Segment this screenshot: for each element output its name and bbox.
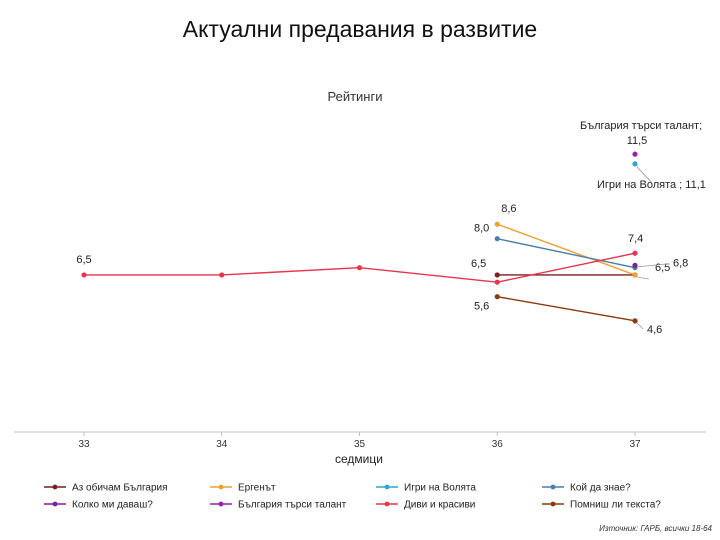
legend-swatch-marker <box>550 484 556 490</box>
legend-item: Кой да знае? <box>542 483 631 494</box>
data-point <box>494 279 500 285</box>
data-label: 4,6 <box>647 324 662 336</box>
legend: Аз обичам България Ергенът Игри на Волята К… <box>44 482 661 511</box>
x-tick-label: 34 <box>216 439 228 450</box>
chart-title: Рейтинги <box>328 89 383 104</box>
legend-swatch-marker <box>52 501 58 507</box>
page-title: Актуални предавания в развитие <box>182 16 538 42</box>
label-leader-line <box>636 166 652 183</box>
legend-label: Ергенът <box>238 483 276 494</box>
data-point <box>494 221 500 227</box>
legend-item: Диви и красиви <box>376 500 475 511</box>
x-tick-label: 35 <box>354 439 366 450</box>
label-leader-line <box>636 322 644 330</box>
legend-label: Аз обичам България <box>72 482 168 494</box>
data-point <box>81 272 87 278</box>
x-axis: 33 34 35 36 37 <box>14 431 706 450</box>
data-labels: 6,5 8,6 6,5 Игри на Волята ; 11,1 8,0 6,8 Бълг… <box>76 120 706 336</box>
data-point <box>632 272 638 278</box>
series-line <box>497 223 636 276</box>
label-leader-line <box>636 276 650 280</box>
data-point <box>632 262 638 268</box>
legend-item: Помниш ли текста? <box>542 500 661 511</box>
data-label: 5,6 <box>474 301 489 313</box>
legend-item: Колко ми даваш? <box>44 500 153 511</box>
legend-label: Колко ми даваш? <box>72 500 153 511</box>
data-point <box>632 318 638 324</box>
legend-label: Помниш ли текста? <box>570 500 661 511</box>
legend-swatch-marker <box>218 484 224 490</box>
data-label: Игри на Волята ; 11,1 <box>597 179 706 191</box>
legend-item: Игри на Волята <box>376 483 476 494</box>
data-point <box>632 161 638 167</box>
series-points <box>81 151 638 324</box>
data-label: 8,0 <box>474 223 489 235</box>
legend-label: България търси талант <box>238 500 347 511</box>
legend-swatch-marker <box>384 501 390 507</box>
data-label: 7,4 <box>628 233 643 245</box>
x-tick-label: 33 <box>78 439 90 450</box>
data-point <box>219 272 225 278</box>
legend-swatch-marker <box>550 501 556 507</box>
series-line <box>497 238 636 269</box>
data-point <box>494 272 500 278</box>
data-point <box>356 265 363 271</box>
source-note: Източник: ГАРБ, всички 18-64 <box>599 524 712 533</box>
legend-swatch-marker <box>384 484 390 490</box>
legend-swatch-marker <box>218 501 224 507</box>
legend-label: Кой да знае? <box>570 483 631 494</box>
data-point <box>632 250 638 256</box>
legend-label: Игри на Волята <box>404 483 476 494</box>
data-label: 8,6 <box>501 203 516 215</box>
data-label: 6,8 <box>673 258 688 270</box>
legend-label: Диви и красиви <box>404 500 475 511</box>
x-axis-label: седмици <box>335 452 383 466</box>
label-leader-line <box>637 263 670 268</box>
data-label: България търси талант; 11,5 <box>580 120 702 147</box>
data-label: 6,5 <box>471 258 486 270</box>
x-tick-label: 37 <box>629 439 641 450</box>
data-label: 6,5 <box>76 254 91 266</box>
series-line <box>497 296 636 322</box>
legend-swatch-marker <box>52 484 58 490</box>
data-point <box>632 151 638 157</box>
data-point <box>494 236 500 242</box>
legend-item: Ергенът <box>210 483 276 494</box>
series-lines <box>84 223 636 322</box>
legend-item: Аз обичам България <box>44 482 168 494</box>
legend-item: България търси талант <box>210 500 347 511</box>
data-point <box>494 294 500 300</box>
x-tick-label: 36 <box>492 439 504 450</box>
